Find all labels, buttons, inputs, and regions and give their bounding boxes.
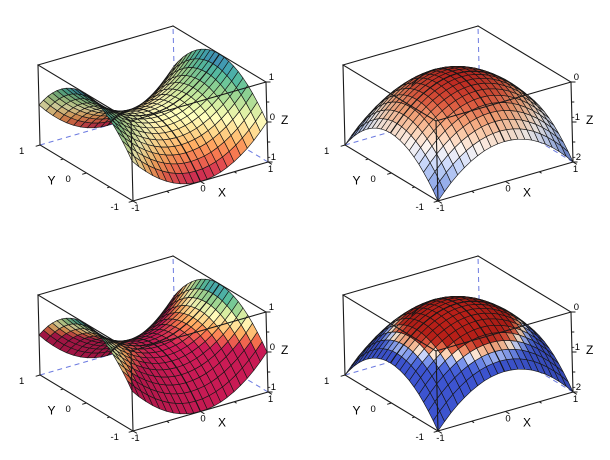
axes-ticks-labels: -1 0 1 X 1 0 -1 Y 1 0 -1 Z bbox=[19, 72, 288, 214]
x-tick-label: 1 bbox=[268, 394, 273, 405]
y-tick-label: -1 bbox=[415, 202, 423, 213]
z-axis-label: Z bbox=[586, 113, 593, 127]
x-tick-label: 0 bbox=[505, 414, 510, 425]
y-tick-label: 0 bbox=[371, 404, 376, 415]
y-tick-label: 0 bbox=[66, 174, 71, 185]
z-tick-label: -1 bbox=[572, 342, 580, 353]
y-axis-label: Y bbox=[352, 174, 360, 188]
surface-meridian bbox=[84, 283, 220, 347]
x-axis-label: X bbox=[523, 416, 531, 430]
x-tick-label: 1 bbox=[268, 164, 273, 175]
surface-mesh bbox=[38, 278, 268, 415]
z-tick-label: 1 bbox=[269, 72, 274, 83]
x-axis-label: X bbox=[218, 186, 226, 200]
surface-mesh bbox=[38, 48, 268, 185]
surface-mesh bbox=[344, 296, 574, 432]
z-axis-label: Z bbox=[586, 343, 593, 357]
z-tick-label: 0 bbox=[270, 342, 275, 353]
y-tick-label: -1 bbox=[110, 202, 118, 213]
y-tick-label: 1 bbox=[324, 376, 329, 387]
plot-dome-diverging-clamped: -1 0 1 X 1 0 -1 Y 0 -1 -2 Z bbox=[305, 230, 610, 460]
y-axis-label: Y bbox=[47, 404, 55, 418]
x-tick-label: -1 bbox=[436, 433, 444, 444]
plot-saddle-rainbow-clamped: -1 0 1 X 1 0 -1 Y 1 0 -1 Z bbox=[0, 230, 305, 460]
z-axis-label: Z bbox=[281, 113, 288, 127]
x-tick-label: 1 bbox=[573, 394, 578, 405]
axis-box bbox=[37, 25, 269, 202]
y-tick-label: 1 bbox=[324, 146, 329, 157]
z-tick-label: -1 bbox=[572, 112, 580, 123]
surface-meridian bbox=[390, 70, 526, 134]
z-tick-label: 1 bbox=[269, 302, 274, 313]
y-tick-label: 0 bbox=[371, 174, 376, 185]
y-tick-label: 1 bbox=[19, 146, 24, 157]
y-tick-label: -1 bbox=[110, 432, 118, 443]
z-tick-label: 0 bbox=[574, 302, 579, 313]
z-tick-label: 0 bbox=[574, 72, 579, 83]
x-tick-label: -1 bbox=[131, 433, 139, 444]
surface-meridian bbox=[84, 53, 220, 117]
plot-saddle-rainbow: -1 0 1 X 1 0 -1 Y 1 0 -1 Z bbox=[0, 0, 305, 230]
y-tick-label: -1 bbox=[415, 432, 423, 443]
y-tick-label: 0 bbox=[66, 404, 71, 415]
x-axis-label: X bbox=[218, 416, 226, 430]
x-tick-label: -1 bbox=[131, 203, 139, 214]
x-tick-label: 0 bbox=[200, 414, 205, 425]
surface-meridian bbox=[390, 300, 526, 364]
z-tick-label: -1 bbox=[268, 382, 276, 393]
x-axis-label: X bbox=[523, 186, 531, 200]
z-tick-label: -1 bbox=[268, 152, 276, 163]
x-tick-label: 0 bbox=[505, 184, 510, 195]
y-axis-label: Y bbox=[352, 404, 360, 418]
surface-plot-saddle-rainbow-clamped: -1 0 1 X 1 0 -1 Y 1 0 -1 Z bbox=[19, 255, 288, 444]
x-tick-label: 0 bbox=[200, 184, 205, 195]
x-tick-label: 1 bbox=[573, 164, 578, 175]
y-tick-label: 1 bbox=[19, 376, 24, 387]
axes-ticks-labels: -1 0 1 X 1 0 -1 Y 1 0 -1 Z bbox=[19, 302, 288, 444]
z-tick-label: 0 bbox=[270, 112, 275, 123]
surface-plot-saddle-rainbow: -1 0 1 X 1 0 -1 Y 1 0 -1 Z bbox=[19, 25, 288, 214]
x-tick-label: -1 bbox=[436, 203, 444, 214]
z-axis-label: Z bbox=[281, 343, 288, 357]
y-axis-label: Y bbox=[47, 174, 55, 188]
axis-box bbox=[342, 25, 574, 202]
z-tick-label: -2 bbox=[573, 152, 581, 163]
plot-dome-diverging: -1 0 1 X 1 0 -1 Y 0 -1 -2 Z bbox=[305, 0, 610, 230]
z-tick-label: -2 bbox=[573, 382, 581, 393]
